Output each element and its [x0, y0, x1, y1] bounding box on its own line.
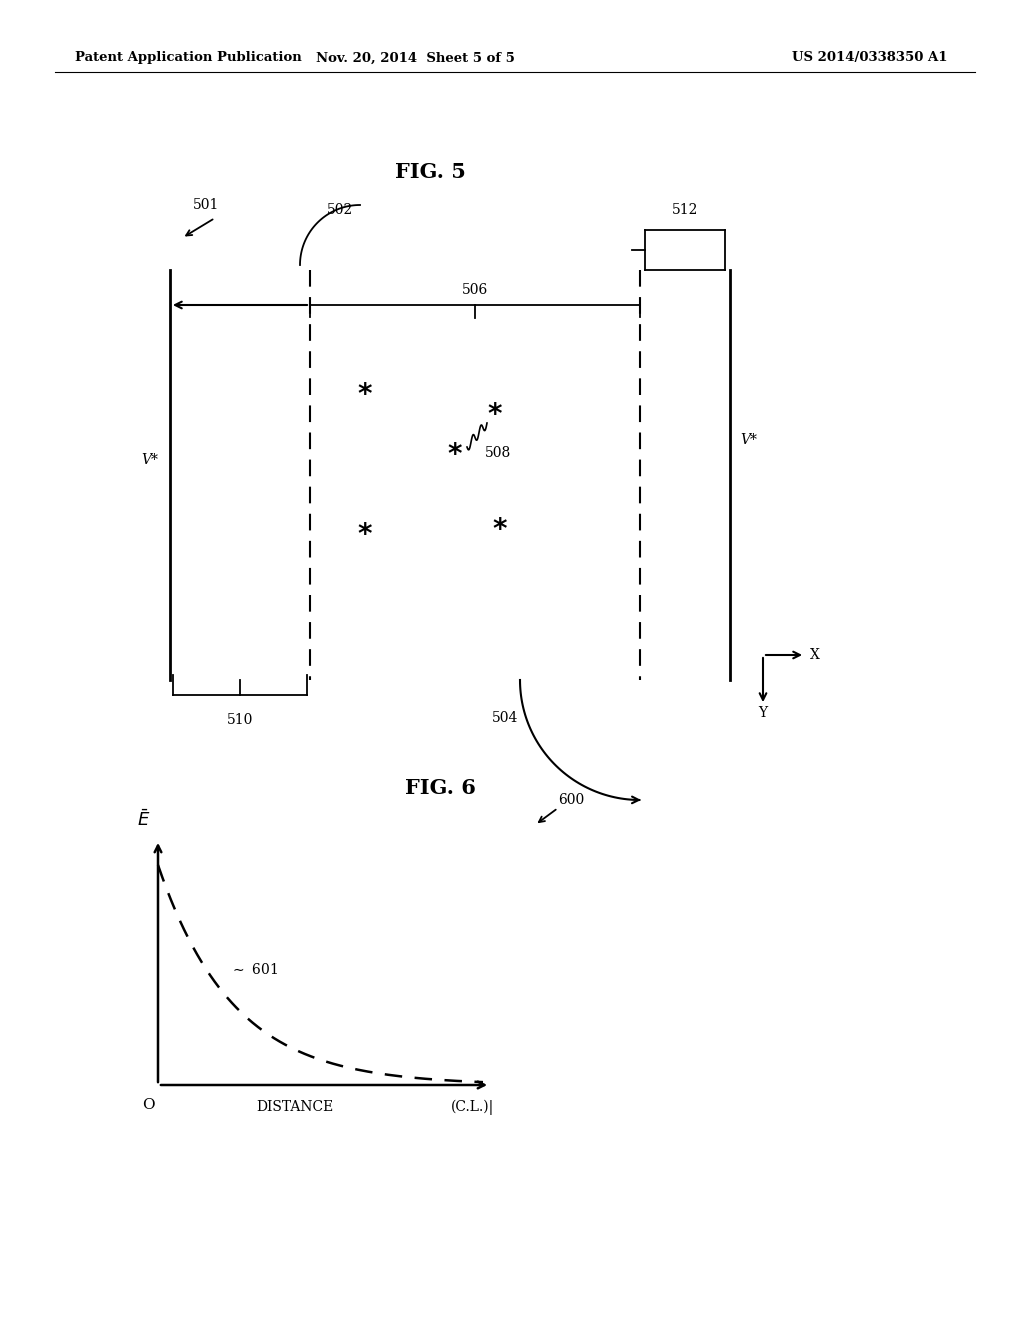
- Text: 508: 508: [485, 446, 511, 459]
- Text: 504: 504: [492, 711, 518, 725]
- Text: 502: 502: [327, 203, 353, 216]
- Text: 512: 512: [672, 203, 698, 216]
- Text: Patent Application Publication: Patent Application Publication: [75, 51, 302, 65]
- Text: *: *: [447, 441, 462, 469]
- Text: X: X: [810, 648, 820, 663]
- Text: V*: V*: [141, 453, 158, 467]
- Text: *: *: [357, 521, 373, 549]
- Text: O: O: [141, 1098, 155, 1111]
- Text: *: *: [357, 381, 373, 409]
- Text: 600: 600: [558, 793, 585, 807]
- Text: FIG. 6: FIG. 6: [404, 777, 475, 799]
- Text: Nov. 20, 2014  Sheet 5 of 5: Nov. 20, 2014 Sheet 5 of 5: [315, 51, 514, 65]
- Text: *: *: [487, 401, 502, 429]
- Text: V*: V*: [740, 433, 757, 447]
- Text: 510: 510: [226, 713, 253, 727]
- Text: Y: Y: [759, 706, 768, 719]
- Text: $\bar{E}$: $\bar{E}$: [136, 809, 150, 830]
- Text: 501: 501: [193, 198, 219, 213]
- Text: *: *: [493, 516, 507, 544]
- Text: DISTANCE: DISTANCE: [256, 1100, 334, 1114]
- Text: (C.L.)|: (C.L.)|: [451, 1100, 494, 1114]
- Text: $\sim$ 601: $\sim$ 601: [230, 962, 278, 978]
- Text: FIG. 5: FIG. 5: [394, 162, 466, 182]
- Text: US 2014/0338350 A1: US 2014/0338350 A1: [793, 51, 948, 65]
- Text: 506: 506: [462, 282, 488, 297]
